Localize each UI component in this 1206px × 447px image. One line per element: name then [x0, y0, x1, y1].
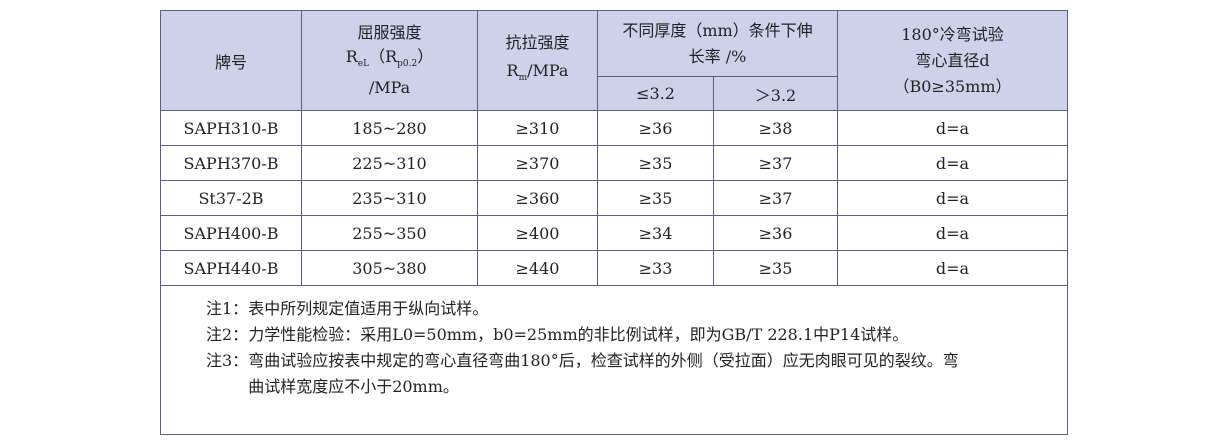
note: 注3： 弯曲试验应按表中规定的弯心直径弯曲180°后，检查试样的外侧（受拉面）应无…	[206, 348, 1067, 400]
cell: SAPH440-B	[160, 250, 302, 286]
symbol: Rm/MPa	[478, 57, 597, 92]
row: St37-2B 235~310 ≥360 ≥35 ≥37 d=a	[160, 180, 1068, 216]
cell: ≥38	[713, 110, 838, 146]
row: SAPH370-B 225~310 ≥370 ≥35 ≥37 d=a	[160, 145, 1068, 181]
cell: ≥360	[477, 180, 598, 216]
note-text: 力学性能检验：采用L0=50mm，b0=25mm的非比例试样，即为GB/T 22…	[248, 325, 909, 344]
symbol: ReL（Rp0.2）	[302, 45, 477, 76]
header-sub: ＞3.2	[713, 76, 838, 111]
body: SAPH310-B 185~280 ≥310 ≥36 ≥38 d=a SAPH370-B 22…	[160, 110, 1068, 435]
header-grade: 牌号	[160, 10, 302, 111]
cell: d=a	[837, 110, 1068, 146]
cell: ≥34	[597, 215, 714, 251]
note: 注1： 表中所列规定值适用于纵向试样。	[206, 296, 1067, 322]
note-text: 表中所列规定值适用于纵向试样。	[248, 299, 489, 318]
cell: 235~310	[301, 180, 478, 216]
cell: 185~280	[301, 110, 478, 146]
cell: ≥33	[597, 250, 714, 286]
row: SAPH400-B 255~350 ≥400 ≥34 ≥36 d=a	[160, 215, 1068, 251]
text: R	[506, 60, 519, 80]
header-bend: 180°冷弯试验 弯心直径d （B0≥35mm）	[837, 10, 1068, 111]
note-text: 弯曲试验应按表中规定的弯心直径弯曲180°后，检查试样的外侧（受拉面）应无肉眼可…	[248, 351, 959, 396]
text: 弯心直径d	[915, 50, 990, 70]
text: p0.2	[397, 59, 418, 70]
cell: d=a	[837, 180, 1068, 216]
cell: d=a	[837, 250, 1068, 286]
cell: ≥36	[597, 110, 714, 146]
label: 抗拉强度	[505, 32, 570, 52]
cell: ≥37	[713, 145, 838, 181]
cell: 255~350	[301, 215, 478, 251]
header-yield: 屈服强度 ReL（Rp0.2） /MPa	[301, 10, 478, 111]
cell: 305~380	[301, 250, 478, 286]
cell: ≥370	[477, 145, 598, 181]
cell: d=a	[837, 145, 1068, 181]
note: 注2： 力学性能检验：采用L0=50mm，b0=25mm的非比例试样，即为GB/T…	[206, 322, 1067, 348]
text: eL	[357, 59, 370, 70]
cell: ≥35	[597, 180, 714, 216]
text: ）	[417, 46, 434, 66]
text: /MPa	[527, 60, 569, 80]
cell: ≥400	[477, 215, 598, 251]
header-tensile: 抗拉强度 Rm/MPa	[477, 10, 598, 111]
cell: ≥35	[713, 250, 838, 286]
cell: ≥35	[597, 145, 714, 181]
text: （B0≥35mm）	[893, 76, 1012, 96]
spec-table: 牌号 屈服强度 ReL（Rp0.2） /MPa 抗拉强度 Rm/MPa 不同厚度…	[160, 10, 1068, 435]
cell: SAPH370-B	[160, 145, 302, 181]
notes-row: 注1： 表中所列规定值适用于纵向试样。 注2： 力学性能检验：采用L0=50mm，b0…	[160, 285, 1068, 435]
text: R	[345, 46, 358, 66]
header-sub: ≤3.2	[597, 76, 714, 111]
cell: d=a	[837, 215, 1068, 251]
label: 屈服强度	[357, 22, 422, 42]
unit: /MPa	[368, 78, 411, 98]
cell: ≥36	[713, 215, 838, 251]
header-elongation: 不同厚度（mm）条件下伸长率 /%	[597, 10, 838, 77]
note-label: 注2：	[206, 325, 249, 344]
cell: ≥440	[477, 250, 598, 286]
cell: 225~310	[301, 145, 478, 181]
note-label: 注3：	[206, 351, 249, 370]
cell: ≥37	[713, 180, 838, 216]
row: SAPH310-B 185~280 ≥310 ≥36 ≥38 d=a	[160, 110, 1068, 146]
text: 180°冷弯试验	[901, 24, 1004, 44]
cell: St37-2B	[160, 180, 302, 216]
text: （R	[369, 46, 398, 66]
cell: SAPH400-B	[160, 215, 302, 251]
cell: SAPH310-B	[160, 110, 302, 146]
note-label: 注1：	[206, 299, 249, 318]
cell: ≥310	[477, 110, 598, 146]
notes: 注1： 表中所列规定值适用于纵向试样。 注2： 力学性能检验：采用L0=50mm，b0…	[160, 285, 1068, 435]
text: m	[518, 73, 528, 84]
row: SAPH440-B 305~380 ≥440 ≥33 ≥35 d=a	[160, 250, 1068, 286]
